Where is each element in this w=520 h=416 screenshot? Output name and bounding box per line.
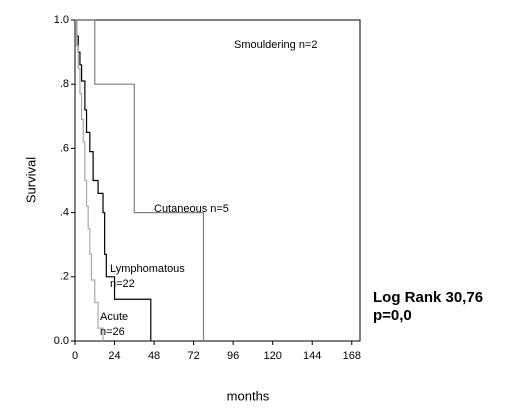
x-tick-label: 48 — [148, 350, 160, 362]
x-tick-label: 96 — [227, 350, 239, 362]
curve-label: n=26 — [100, 326, 125, 338]
y-tick-label: .4 — [60, 207, 69, 219]
survival-curve — [75, 19, 152, 341]
curve-label: Smouldering n=2 — [234, 39, 317, 51]
y-tick-label: .8 — [60, 78, 69, 90]
x-tick-label: 72 — [187, 350, 199, 362]
curve-label: Lymphomatous — [110, 263, 185, 275]
stat-text: Log Rank 30,76 — [373, 289, 483, 306]
y-tick-label: 1.0 — [54, 14, 69, 26]
y-tick-label: .6 — [60, 142, 69, 154]
x-tick-label: 120 — [264, 350, 282, 362]
x-axis-label: months — [227, 388, 270, 403]
plot-frame — [74, 19, 361, 342]
y-tick-label: .2 — [60, 271, 69, 283]
y-tick-label: 0.0 — [54, 335, 69, 347]
y-axis-label: Survival — [23, 157, 38, 203]
curve-label: n=22 — [110, 278, 135, 290]
curve-label: Cutaneous n=5 — [154, 203, 229, 215]
survival-curve — [75, 19, 104, 341]
x-tick-label: 144 — [303, 350, 321, 362]
x-tick-label: 0 — [72, 350, 78, 362]
curve-label: Acute — [100, 311, 128, 323]
x-tick-label: 168 — [343, 350, 361, 362]
x-tick-label: 24 — [108, 350, 120, 362]
survival-curve — [75, 19, 205, 341]
stat-text: p=0,0 — [373, 307, 412, 324]
